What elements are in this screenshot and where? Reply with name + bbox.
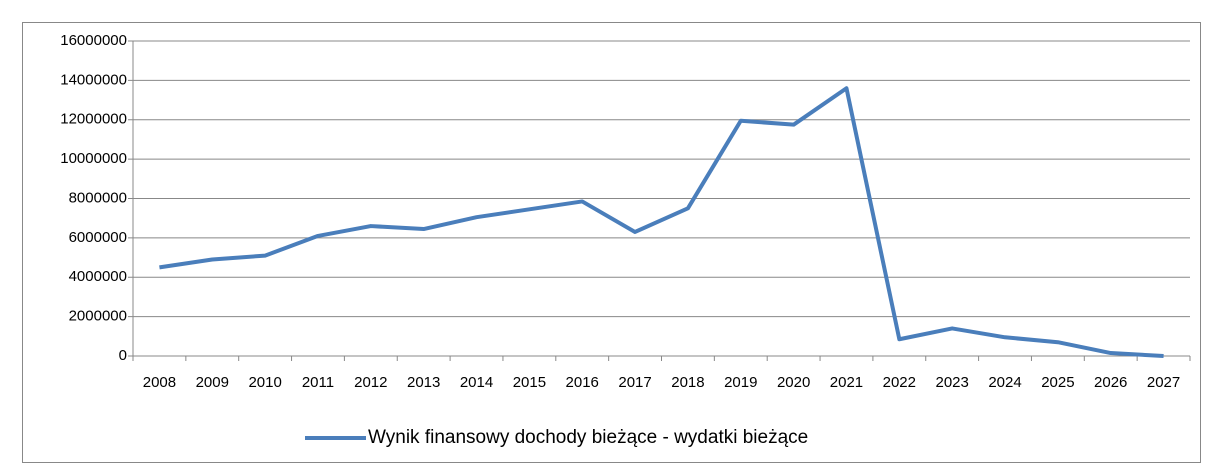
x-tick-label: 2016 [566,374,599,391]
y-tick-label: 0 [119,347,127,364]
x-tick-label: 2017 [618,374,651,391]
x-tick-label: 2012 [354,374,387,391]
x-tick-label: 2020 [777,374,810,391]
x-tick-label: 2013 [407,374,440,391]
x-tick-label: 2018 [671,374,704,391]
y-tick-label: 2000000 [69,308,127,325]
x-tick-label: 2025 [1041,374,1074,391]
y-tick-label: 8000000 [69,189,127,206]
chart-frame [22,22,1201,463]
x-tick-label: 2009 [196,374,229,391]
y-tick-label: 14000000 [60,71,127,88]
y-tick-label: 16000000 [60,32,127,49]
x-tick-label: 2019 [724,374,757,391]
x-tick-label: 2011 [302,374,334,391]
y-tick-label: 4000000 [69,268,127,285]
x-tick-label: 2026 [1094,374,1127,391]
x-tick-label: 2008 [143,374,176,391]
x-tick-label: 2022 [883,374,916,391]
y-tick-label: 12000000 [60,111,127,128]
line-series [159,86,1164,358]
x-tick-label: 2023 [935,374,968,391]
y-tick-label: 10000000 [60,150,127,167]
x-tick-label: 2024 [988,374,1021,391]
y-tick-label: 6000000 [69,229,127,246]
x-tick-label: 2010 [248,374,281,391]
legend-label: Wynik finansowy dochody bieżące - wydatk… [368,427,808,448]
x-tick-label: 2027 [1147,374,1180,391]
x-tick-label: 2014 [460,374,493,391]
x-tick-label: 2021 [830,374,863,391]
x-tick-label: 2015 [513,374,546,391]
